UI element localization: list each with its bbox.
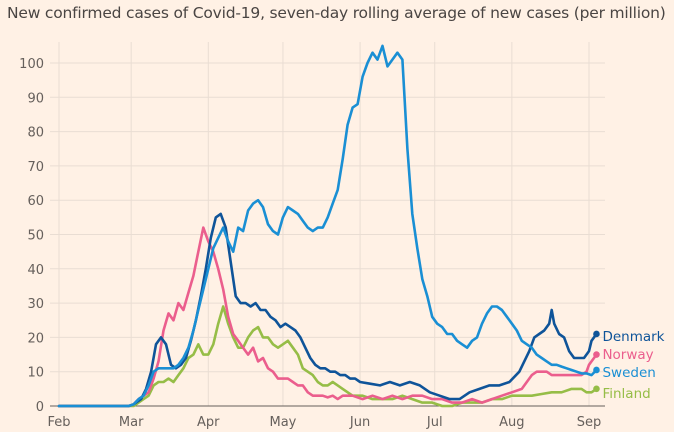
x-tick-label: Jun xyxy=(349,415,370,430)
x-tick-label: Jul xyxy=(426,415,443,430)
x-axis-ticks: Feb Mar Apr May Jun Jul Aug Sep xyxy=(47,415,601,430)
y-tick-label: 100 xyxy=(19,57,44,72)
y-tick-label: 60 xyxy=(27,194,44,209)
y-tick-label: 70 xyxy=(27,160,44,175)
series-lines xyxy=(57,44,598,408)
y-tick-label: 30 xyxy=(27,297,44,312)
x-tick-label: Apr xyxy=(197,415,220,430)
y-axis-ticks: 0 10 20 30 40 50 60 70 80 90 100 xyxy=(19,57,44,415)
x-tick-label: Aug xyxy=(499,415,524,430)
y-tick-label: 80 xyxy=(27,126,44,141)
chart-title: New confirmed cases of Covid-19, seven-d… xyxy=(7,4,666,22)
legend-marker-norway xyxy=(593,351,600,358)
legend-marker-sweden xyxy=(593,366,600,374)
legend: Denmark Norway Sweden Finland xyxy=(593,329,665,402)
legend-label-sweden: Sweden xyxy=(602,365,655,381)
x-tick-label: Mar xyxy=(119,415,144,430)
legend-label-finland: Finland xyxy=(602,386,650,402)
series-line-norway xyxy=(57,226,598,408)
y-tick-label: 50 xyxy=(27,229,44,244)
y-tick-label: 90 xyxy=(27,91,44,106)
series-line-denmark xyxy=(57,212,598,408)
y-tick-label: 20 xyxy=(27,331,44,346)
x-tick-label: Feb xyxy=(47,415,70,430)
y-tick-label: 0 xyxy=(36,400,44,415)
y-tick-label: 40 xyxy=(27,263,44,278)
legend-marker-denmark xyxy=(593,330,600,338)
legend-label-denmark: Denmark xyxy=(602,329,664,345)
legend-label-norway: Norway xyxy=(602,347,653,363)
x-tick-label: May xyxy=(269,415,296,430)
gridlines xyxy=(50,42,605,407)
y-tick-label: 10 xyxy=(27,366,44,381)
legend-marker-finland xyxy=(593,385,600,393)
series-line-sweden xyxy=(57,44,598,408)
x-tick-label: Sep xyxy=(577,415,602,430)
